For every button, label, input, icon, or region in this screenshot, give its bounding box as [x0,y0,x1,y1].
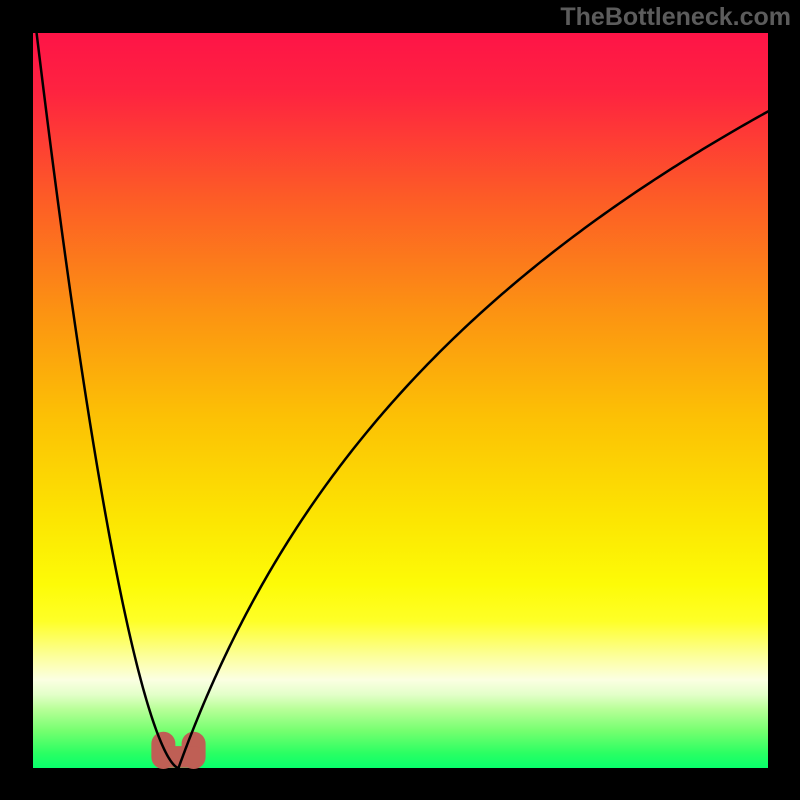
right-log-curve [178,111,768,768]
left-branch-curve [37,33,179,768]
plot-area [33,33,768,768]
watermark-text: TheBottleneck.com [560,3,791,32]
curve-layer [33,33,768,768]
figure-root: TheBottleneck.com [0,0,800,800]
